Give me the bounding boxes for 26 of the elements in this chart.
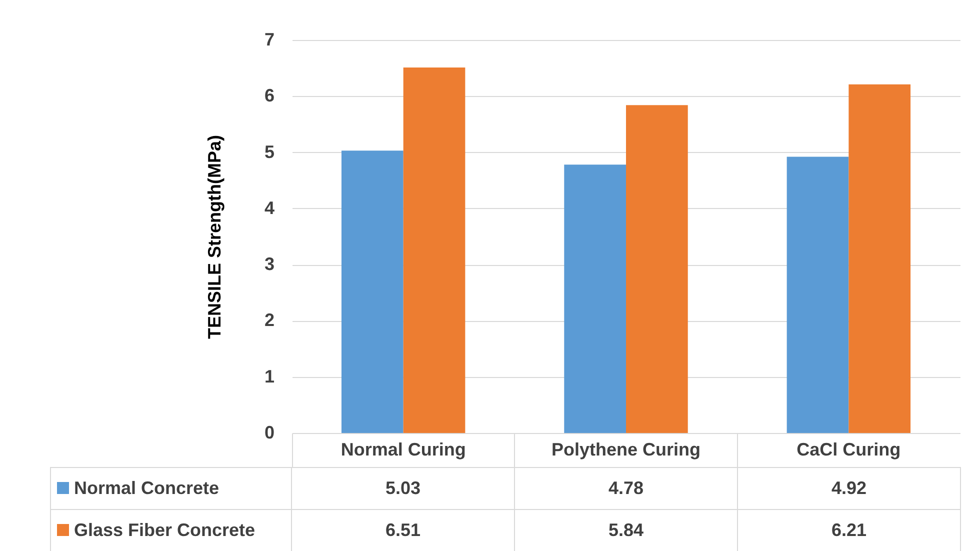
bar xyxy=(786,156,849,433)
y-tick-label: 1 xyxy=(264,366,274,386)
y-tick-label: 4 xyxy=(264,198,274,218)
data-label: 6.21 xyxy=(738,510,960,551)
x-tick-label: Polythene Curing xyxy=(551,440,701,460)
y-axis-title: TENSILE Strength(MPa) xyxy=(204,134,224,340)
data-label: 4.92 xyxy=(738,468,960,510)
y-tick-label: 0 xyxy=(264,422,274,442)
bar xyxy=(848,84,911,433)
legend-label: Normal Concrete xyxy=(50,468,292,510)
bar xyxy=(341,150,404,433)
bar xyxy=(403,68,466,433)
data-label: 5.03 xyxy=(292,468,514,510)
bar xyxy=(626,105,688,433)
y-tick-label: 2 xyxy=(264,310,274,330)
x-tick-label: CaCl Curing xyxy=(796,440,901,460)
y-tick-label: 5 xyxy=(264,142,274,162)
y-tick-label: 6 xyxy=(264,86,274,106)
x-tick-label: Normal Curing xyxy=(340,440,466,460)
y-tick-label: 3 xyxy=(264,254,274,274)
data-label: 5.84 xyxy=(514,510,738,551)
legend-label: Glass Fiber Concrete xyxy=(50,510,292,551)
y-tick-label: 7 xyxy=(264,30,274,50)
data-label: 4.78 xyxy=(514,468,738,510)
bar xyxy=(564,164,626,433)
data-label: 6.51 xyxy=(292,510,514,551)
